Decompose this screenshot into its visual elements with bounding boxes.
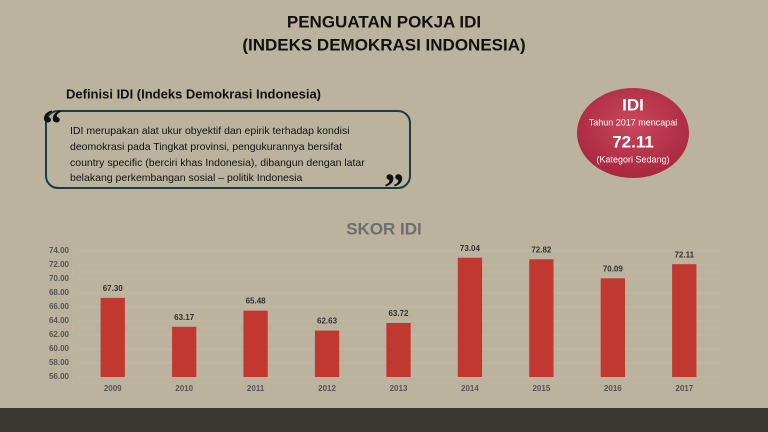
open-quote: “ [42, 101, 62, 146]
x-tick-label: 2017 [675, 384, 693, 393]
x-tick-label: 2009 [104, 384, 122, 393]
y-tick-label: 62.00 [49, 330, 70, 339]
badge-subtitle: Tahun 2017 mencapai [589, 117, 678, 127]
x-tick-label: 2010 [175, 384, 193, 393]
x-tick-label: 2011 [247, 384, 265, 393]
badge [577, 88, 689, 178]
bar [457, 257, 483, 377]
x-tick-label: 2013 [390, 384, 408, 393]
badge-value: 72.11 [612, 132, 654, 151]
value-label: 72.11 [674, 250, 694, 259]
bar [386, 322, 411, 377]
y-tick-label: 68.00 [49, 288, 70, 297]
value-label: 73.04 [460, 244, 481, 253]
y-tick-label: 70.00 [49, 274, 70, 283]
bar [314, 330, 340, 377]
y-tick-label: 66.00 [49, 302, 70, 311]
chart-title: SKOR IDI [346, 219, 422, 238]
title: (INDEKS DEMOKRASI INDONESIA) [242, 35, 525, 54]
value-label: 70.09 [603, 264, 624, 273]
y-tick-label: 60.00 [49, 344, 70, 353]
value-label: 72.82 [531, 245, 552, 254]
badge-title: IDI [622, 95, 644, 114]
y-tick-label: 56.00 [49, 372, 70, 381]
value-label: 63.17 [174, 313, 195, 322]
x-tick-label: 2016 [604, 384, 622, 393]
definition-text: country specific (berciri khas Indonesia… [70, 157, 365, 169]
bar [672, 264, 697, 377]
definition-text: deomokrasi pada Tingkat provinsi, penguk… [70, 141, 342, 153]
definition-text: IDI merupakan alat ukur obyektif dan epi… [70, 125, 350, 137]
y-tick-label: 64.00 [49, 316, 70, 325]
x-tick-label: 2012 [318, 384, 336, 393]
bar [100, 297, 125, 377]
definition-heading: Definisi IDI (Indeks Demokrasi Indonesia… [66, 86, 321, 101]
definition-text: belakang perkembangan sosial – politik I… [70, 172, 302, 184]
footer-bar [0, 408, 768, 432]
badge-category: (Kategori Sedang) [596, 154, 669, 164]
bar [600, 278, 625, 377]
y-tick-label: 58.00 [49, 358, 70, 367]
bar [172, 326, 197, 377]
value-label: 67.30 [103, 284, 124, 293]
value-label: 65.48 [246, 297, 267, 306]
title: PENGUATAN POKJA IDI [287, 12, 481, 31]
value-label: 63.72 [388, 309, 409, 318]
y-tick-label: 74.00 [49, 246, 70, 255]
y-tick-label: 72.00 [49, 260, 70, 269]
value-label: 62.63 [317, 317, 338, 326]
definition-box [45, 110, 411, 189]
x-tick-label: 2014 [461, 384, 479, 393]
x-tick-label: 2015 [532, 384, 550, 393]
bar [243, 310, 268, 377]
close-quote: ” [384, 165, 404, 210]
bar [529, 259, 554, 377]
